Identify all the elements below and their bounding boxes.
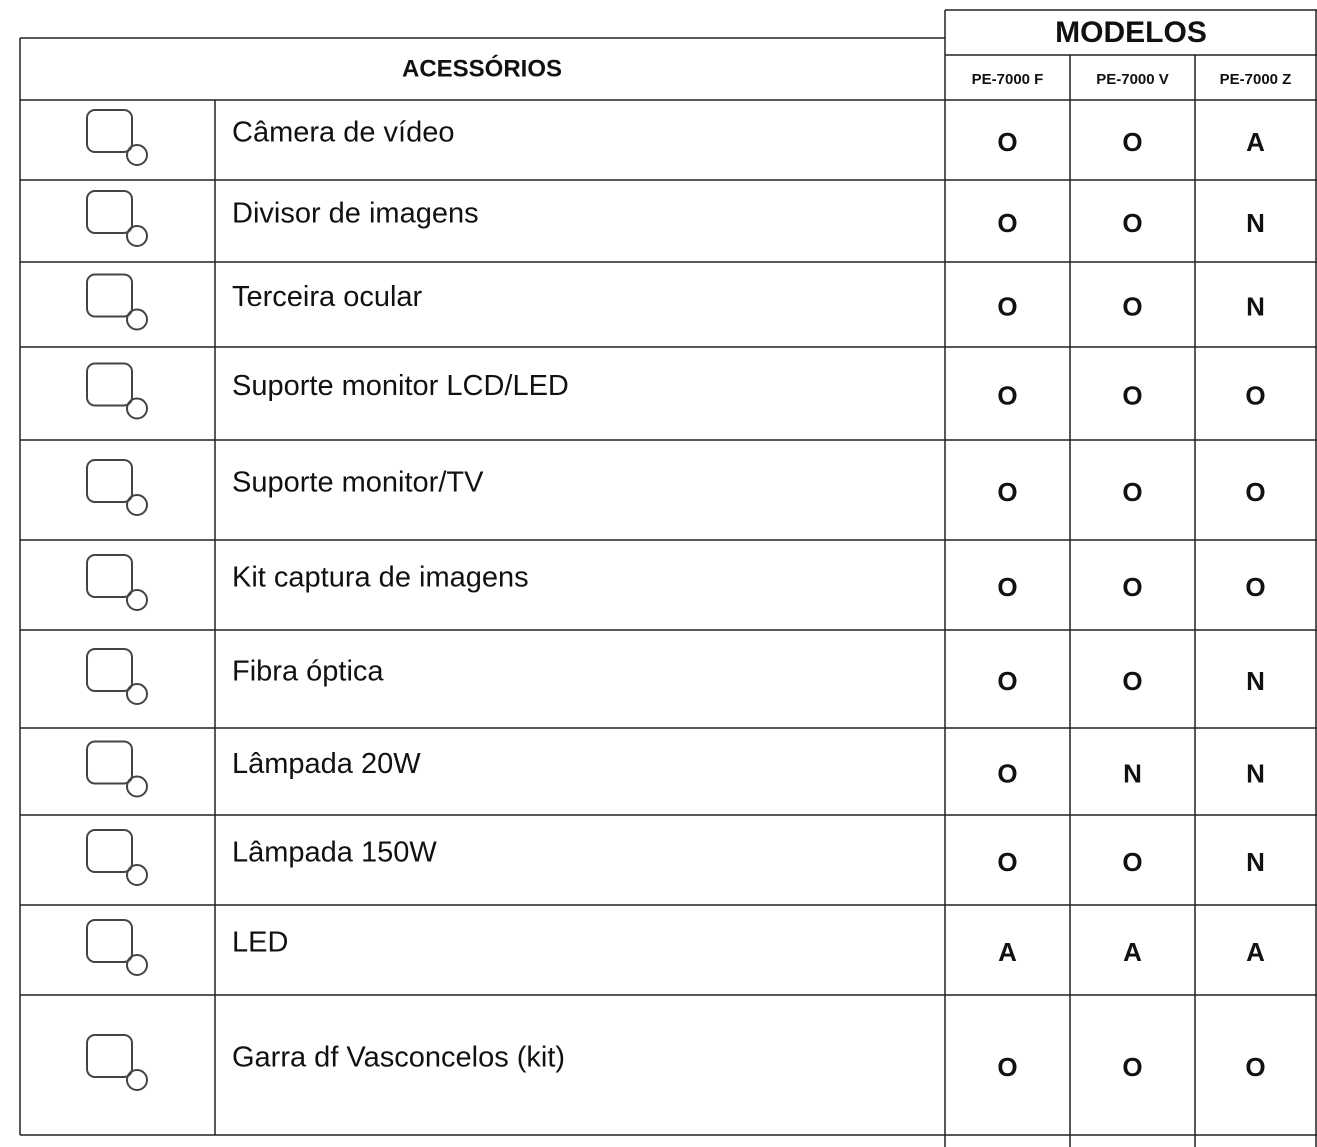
accessory-name: LED xyxy=(232,927,288,959)
model-value: O xyxy=(1122,208,1142,238)
icon xyxy=(126,225,148,247)
accessory-name: Suporte monitor LCD/LED xyxy=(232,370,569,402)
model-value: O xyxy=(997,380,1017,410)
model-value: O xyxy=(1122,847,1142,877)
model-value: A xyxy=(1246,127,1265,157)
model-value: N xyxy=(1246,291,1265,321)
model-value: O xyxy=(1122,380,1142,410)
accessory-name: Fibra óptica xyxy=(232,656,384,688)
model-value: O xyxy=(1245,477,1265,507)
model-value: O xyxy=(997,1052,1017,1082)
icon xyxy=(86,919,133,963)
icon xyxy=(126,683,148,705)
icon xyxy=(86,740,133,785)
column-header: PE-7000 F xyxy=(972,71,1044,88)
accessory-name: Garra df Vasconcelos (kit) xyxy=(232,1042,565,1074)
icon xyxy=(86,109,133,153)
model-value: O xyxy=(1245,380,1265,410)
model-value: A xyxy=(998,937,1017,967)
model-value: N xyxy=(1246,758,1265,788)
model-value: N xyxy=(1123,758,1142,788)
model-value: O xyxy=(997,666,1017,696)
icon xyxy=(126,589,148,611)
icon xyxy=(126,1069,148,1091)
accessory-name: Lâmpada 20W xyxy=(232,748,421,780)
model-value: A xyxy=(1246,937,1265,967)
model-value: O xyxy=(997,477,1017,507)
icon xyxy=(126,397,148,420)
model-value: O xyxy=(1122,127,1142,157)
icon xyxy=(86,362,133,407)
accessory-name: Terceira ocular xyxy=(232,281,423,313)
model-value: O xyxy=(997,758,1017,788)
model-value: O xyxy=(997,208,1017,238)
header: ACESSÓRIOS xyxy=(402,54,562,82)
group-header: MODELOS xyxy=(1055,16,1207,49)
icon xyxy=(86,1034,133,1078)
accessory-name: Kit captura de imagens xyxy=(232,562,529,594)
model-value: O xyxy=(1245,572,1265,602)
model-value: O xyxy=(1122,666,1142,696)
icon xyxy=(86,459,133,503)
icon xyxy=(86,648,133,692)
model-value: O xyxy=(1122,291,1142,321)
icon xyxy=(126,775,148,798)
column-header: PE-7000 V xyxy=(1096,71,1169,88)
accessory-name: Suporte monitor/TV xyxy=(232,467,484,499)
model-value: N xyxy=(1246,666,1265,696)
model-value: O xyxy=(1122,572,1142,602)
model-value: O xyxy=(1122,477,1142,507)
accessory-name: Lâmpada 150W xyxy=(232,837,437,869)
icon xyxy=(126,308,148,331)
model-value: O xyxy=(997,291,1017,321)
model-value: O xyxy=(1122,1052,1142,1082)
icon xyxy=(86,829,133,873)
icon xyxy=(126,494,148,516)
model-value: N xyxy=(1246,847,1265,877)
icon xyxy=(86,190,133,234)
icon xyxy=(86,554,133,598)
model-value: O xyxy=(997,127,1017,157)
accessory-name: Câmera de vídeo xyxy=(232,117,454,149)
column-header: PE-7000 Z xyxy=(1220,71,1292,88)
icon xyxy=(126,954,148,976)
icon xyxy=(86,273,133,318)
model-value: N xyxy=(1246,208,1265,238)
model-value: O xyxy=(997,572,1017,602)
model-value: O xyxy=(1245,1052,1265,1082)
icon xyxy=(126,144,148,166)
model-value: O xyxy=(997,847,1017,877)
model-value: A xyxy=(1123,937,1142,967)
icon xyxy=(126,864,148,886)
accessory-name: Divisor de imagens xyxy=(232,198,479,230)
